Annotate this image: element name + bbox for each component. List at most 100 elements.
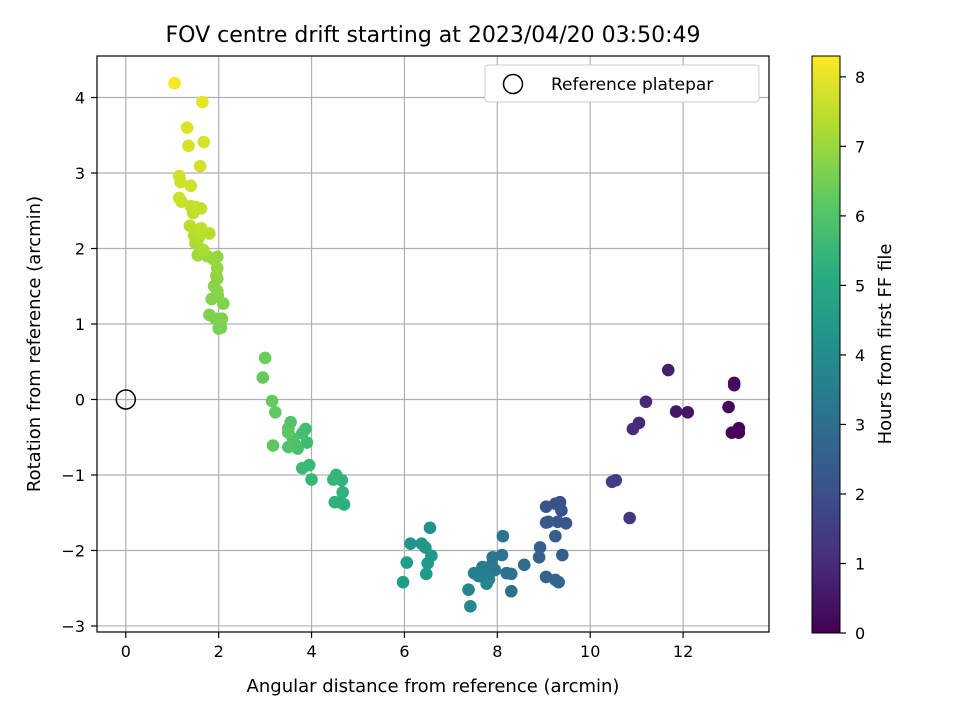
scatter-point (215, 312, 229, 326)
scatter-point (480, 577, 493, 590)
legend: Reference platepar (484, 64, 760, 103)
scatter-point (282, 426, 295, 440)
colorbar-tick-label: 2 (855, 485, 865, 504)
colorbar-tick-label: 0 (855, 624, 865, 643)
x-tick-label: 6 (399, 642, 409, 661)
scatter-point (539, 500, 553, 513)
scatter-point (539, 516, 553, 529)
scatter-point (172, 191, 186, 205)
scatter-point (197, 135, 211, 149)
scatter-point (532, 550, 546, 564)
scatter-point (725, 426, 739, 440)
scatter-point (626, 422, 640, 436)
x-tick-label: 2 (214, 642, 224, 661)
scatter-point (295, 427, 309, 440)
legend-entry-reference-platepar: Reference platepar (551, 75, 713, 95)
x-tick-label: 0 (121, 642, 131, 661)
scatter-point (194, 202, 208, 215)
scatter-point (517, 558, 531, 572)
scatter-point (551, 515, 564, 529)
scatter-point (194, 221, 208, 235)
y-tick-label: 1 (75, 315, 85, 334)
scatter-point (504, 584, 518, 598)
colorbar-ticks: 0 1 2 3 4 5 6 7 8 (840, 68, 865, 643)
scatter-point (266, 439, 280, 452)
y-tick-label: −2 (61, 541, 85, 560)
plot-frame (96, 55, 770, 633)
colorbar-tick-label: 6 (855, 207, 865, 226)
scatter-point (328, 495, 342, 509)
scatter-point (504, 567, 518, 581)
colorbar-tick-label: 5 (855, 276, 865, 295)
y-tick-label: 4 (75, 89, 85, 108)
scatter-point (549, 529, 562, 543)
scatter-point (661, 363, 675, 377)
scatter-point (295, 461, 309, 475)
scatter-point (639, 395, 653, 409)
scatter-point (182, 139, 195, 153)
scatter-point (467, 566, 481, 580)
x-axis-label: Angular distance from reference (arcmin) (247, 676, 620, 697)
y-axis-label: Rotation from reference (arcmin) (24, 196, 45, 492)
scatter-point (552, 575, 565, 589)
scatter-point (623, 511, 636, 525)
scatter-point (197, 243, 210, 257)
scatter-point (203, 308, 216, 322)
scatter-point (722, 400, 735, 414)
scatter-point (400, 556, 414, 569)
colorbar-gradient (811, 55, 841, 634)
scatter-point (423, 521, 437, 535)
scatter-point (193, 159, 207, 173)
scatter-point (172, 169, 186, 183)
colorbar-tick-label: 8 (855, 68, 865, 87)
scatter-point (605, 475, 619, 489)
scatter-point (336, 486, 349, 499)
scatter-point (269, 406, 282, 419)
y-tick-label: −3 (61, 617, 85, 636)
colorbar: 0 1 2 3 4 5 6 7 8 Hours from first FF file (811, 55, 896, 643)
scatter-point (462, 583, 475, 597)
x-tick-label: 10 (580, 642, 600, 661)
plot-area (97, 56, 769, 632)
scatter-point (396, 575, 410, 589)
scatter-point (419, 567, 433, 581)
scatter-point (421, 557, 434, 570)
x-tick-label: 12 (673, 642, 693, 661)
scatter-point (282, 440, 295, 454)
scatter-point (196, 95, 209, 109)
scatter-point (168, 76, 181, 90)
scatter-point (265, 394, 279, 408)
scatter-point (488, 563, 502, 577)
reference-platepar-marker (115, 389, 137, 410)
scatter-point (184, 179, 198, 193)
y-tick-label: −1 (61, 466, 85, 485)
scatter-point (258, 351, 272, 365)
scatter-point (556, 548, 569, 562)
y-tick-label: 2 (75, 240, 85, 259)
scatter-point (212, 322, 225, 335)
scatter-point (496, 529, 510, 543)
y-tick-label: 3 (75, 164, 85, 183)
colorbar-tick-label: 4 (855, 346, 865, 365)
colorbar-tick-label: 1 (855, 554, 865, 573)
scatter-point (404, 537, 417, 550)
chart-title: FOV centre drift starting at 2023/04/20 … (166, 23, 701, 48)
legend-box (484, 64, 760, 103)
scatter-point (669, 405, 683, 418)
scatter-point (256, 371, 270, 384)
colorbar-label: Hours from first FF file (875, 244, 896, 445)
colorbar-tick-label: 7 (855, 137, 865, 156)
scatter-point (727, 376, 741, 390)
scatter-point (533, 541, 547, 554)
x-tick-label: 8 (492, 642, 502, 661)
scatter-point (464, 600, 477, 613)
scatter-point (555, 504, 568, 517)
scatter-point (183, 219, 197, 233)
grid (97, 56, 769, 632)
scatter-point (180, 121, 194, 135)
y-tick-label: 0 (75, 390, 85, 409)
scatter-point (305, 473, 318, 486)
scatter-points (168, 76, 746, 613)
